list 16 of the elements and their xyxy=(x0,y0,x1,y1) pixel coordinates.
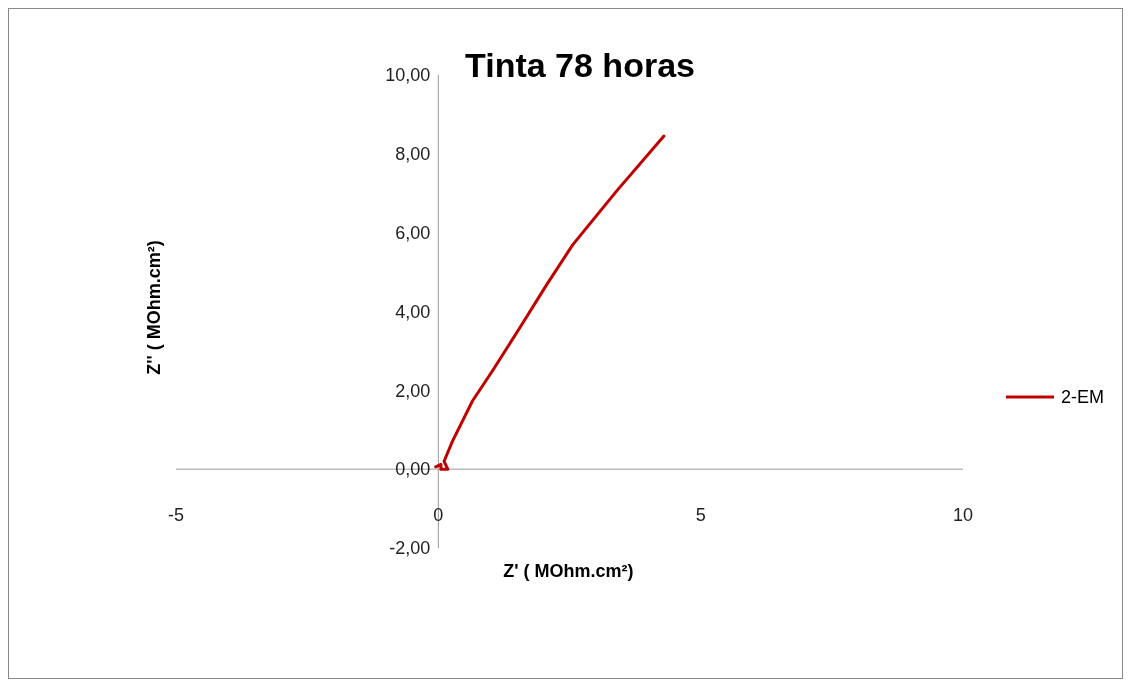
y-tick-label: 4,00 xyxy=(395,301,431,322)
y-tick-label: 2,00 xyxy=(395,380,431,401)
legend-label: 2-EM xyxy=(1061,387,1105,408)
x-tick-label: 5 xyxy=(695,505,706,526)
x-tick-label: 10 xyxy=(952,505,974,526)
y-tick-label: -2,00 xyxy=(389,538,431,559)
y-tick-label: 10,00 xyxy=(385,65,431,86)
x-tick-label: -5 xyxy=(167,505,185,526)
y-tick-label: 6,00 xyxy=(395,222,431,243)
y-tick-label: 8,00 xyxy=(395,144,431,165)
chart-title: Tinta 78 horas xyxy=(465,46,695,84)
y-tick-label: 0,00 xyxy=(395,459,431,480)
x-axis-title: Z' ( MOhm.cm²) xyxy=(503,561,634,581)
line-series xyxy=(434,134,666,471)
y-axis-title: Z'' ( MOhm.cm²) xyxy=(144,240,164,375)
x-tick-label: 0 xyxy=(433,505,444,526)
